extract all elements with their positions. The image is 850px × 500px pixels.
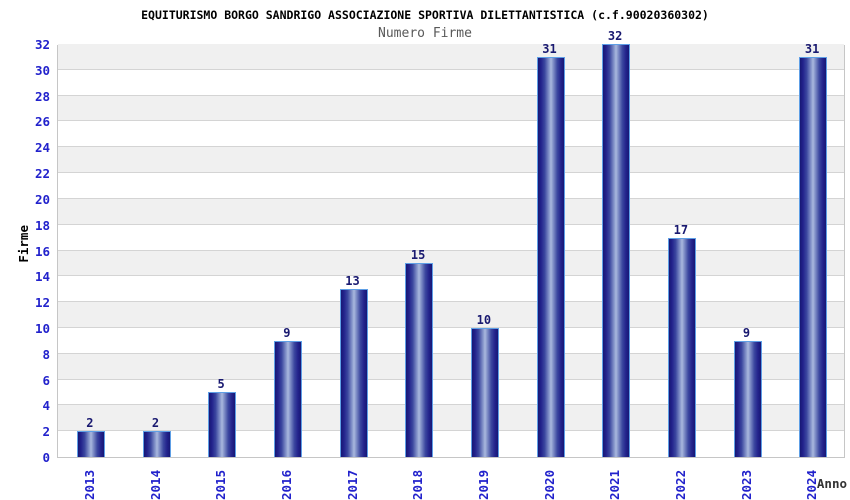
plot-band <box>58 276 844 303</box>
bar-value-label: 9 <box>742 325 751 340</box>
y-tick-label: 10 <box>34 320 50 336</box>
chart-subtitle: Numero Firme <box>378 26 472 41</box>
bar-value-label: 13 <box>345 274 360 289</box>
bar-value-label: 2 <box>151 416 160 431</box>
y-tick-label: 8 <box>42 346 50 362</box>
chart-title: EQUITURISMO BORGO SANDRIGO ASSOCIAZIONE … <box>141 8 709 22</box>
gridline <box>58 326 844 328</box>
bar <box>273 340 302 457</box>
y-tick-label: 14 <box>34 269 50 285</box>
bar <box>405 263 434 457</box>
y-tick-label: 18 <box>34 217 50 233</box>
x-tick-label: 2017 <box>344 469 360 500</box>
bar <box>76 431 105 457</box>
bar <box>733 340 762 457</box>
y-tick-label: 4 <box>42 398 50 414</box>
plot-band <box>58 147 844 174</box>
gridline <box>58 249 844 251</box>
x-tick-label: 2016 <box>278 469 294 500</box>
bar <box>536 56 565 457</box>
y-tick-label: 16 <box>34 243 50 259</box>
gridline <box>58 68 844 70</box>
x-tick-label: 2015 <box>213 469 229 500</box>
plot-band <box>58 353 844 380</box>
gridline <box>58 275 844 277</box>
gridline <box>58 352 844 354</box>
gridline <box>58 172 844 174</box>
y-tick-label: 32 <box>34 37 50 52</box>
plot-band <box>58 327 844 354</box>
x-tick-label: 2013 <box>81 469 97 500</box>
x-tick-label: 2019 <box>475 469 491 500</box>
plot-band <box>58 379 844 406</box>
y-tick-label: 24 <box>34 140 50 156</box>
bar <box>667 237 696 457</box>
bar <box>799 56 828 457</box>
plot-band <box>58 44 844 70</box>
bar-value-label: 31 <box>804 41 820 56</box>
y-tick-label: 26 <box>34 114 50 130</box>
x-axis-title: Anno <box>816 476 847 491</box>
plot-band <box>58 173 844 199</box>
gridline <box>58 94 844 96</box>
plot-band <box>58 250 844 277</box>
x-tick-label: 2021 <box>607 469 623 500</box>
gridline <box>58 301 844 303</box>
bar <box>602 44 631 457</box>
bar-value-label: 31 <box>542 41 557 56</box>
plot-band <box>58 198 844 225</box>
plot-band <box>58 69 844 96</box>
y-tick-label: 12 <box>34 295 50 311</box>
y-tick-label: 6 <box>42 372 50 388</box>
gridline <box>58 430 844 432</box>
bar-value-label: 32 <box>607 29 623 43</box>
x-tick-label: 2020 <box>541 469 557 500</box>
gridline <box>58 223 844 225</box>
bar <box>339 289 368 457</box>
bar <box>470 327 499 457</box>
plot-band <box>58 121 844 148</box>
gridline <box>58 146 844 148</box>
x-tick-label: 2022 <box>672 469 688 500</box>
y-tick-label: 2 <box>42 424 50 440</box>
bar <box>142 431 171 457</box>
gridline <box>58 197 844 199</box>
y-tick-label: 22 <box>34 166 50 182</box>
x-tick-label: 2014 <box>147 469 163 500</box>
bar-value-label: 9 <box>283 325 291 340</box>
plot-band <box>58 405 844 432</box>
bar <box>208 392 237 457</box>
bar-value-label: 17 <box>673 222 689 237</box>
plot-band <box>58 224 844 251</box>
y-tick-label: 30 <box>34 62 50 78</box>
gridline <box>58 378 844 380</box>
x-tick-label: 2023 <box>738 469 754 500</box>
y-tick-label: 28 <box>34 88 50 104</box>
gridline <box>58 120 844 122</box>
plot-band <box>58 302 844 328</box>
plot-band <box>58 431 844 457</box>
bar-value-label: 10 <box>476 312 492 327</box>
y-tick-label: 0 <box>42 450 50 465</box>
bar-value-label: 5 <box>217 377 225 392</box>
bar-value-label: 15 <box>410 248 426 263</box>
bar-value-label: 2 <box>86 416 94 431</box>
y-tick-label: 20 <box>34 191 50 207</box>
plot-area <box>57 44 845 458</box>
gridline <box>58 404 844 406</box>
x-tick-label: 2018 <box>410 469 426 500</box>
plot-band <box>58 95 844 122</box>
